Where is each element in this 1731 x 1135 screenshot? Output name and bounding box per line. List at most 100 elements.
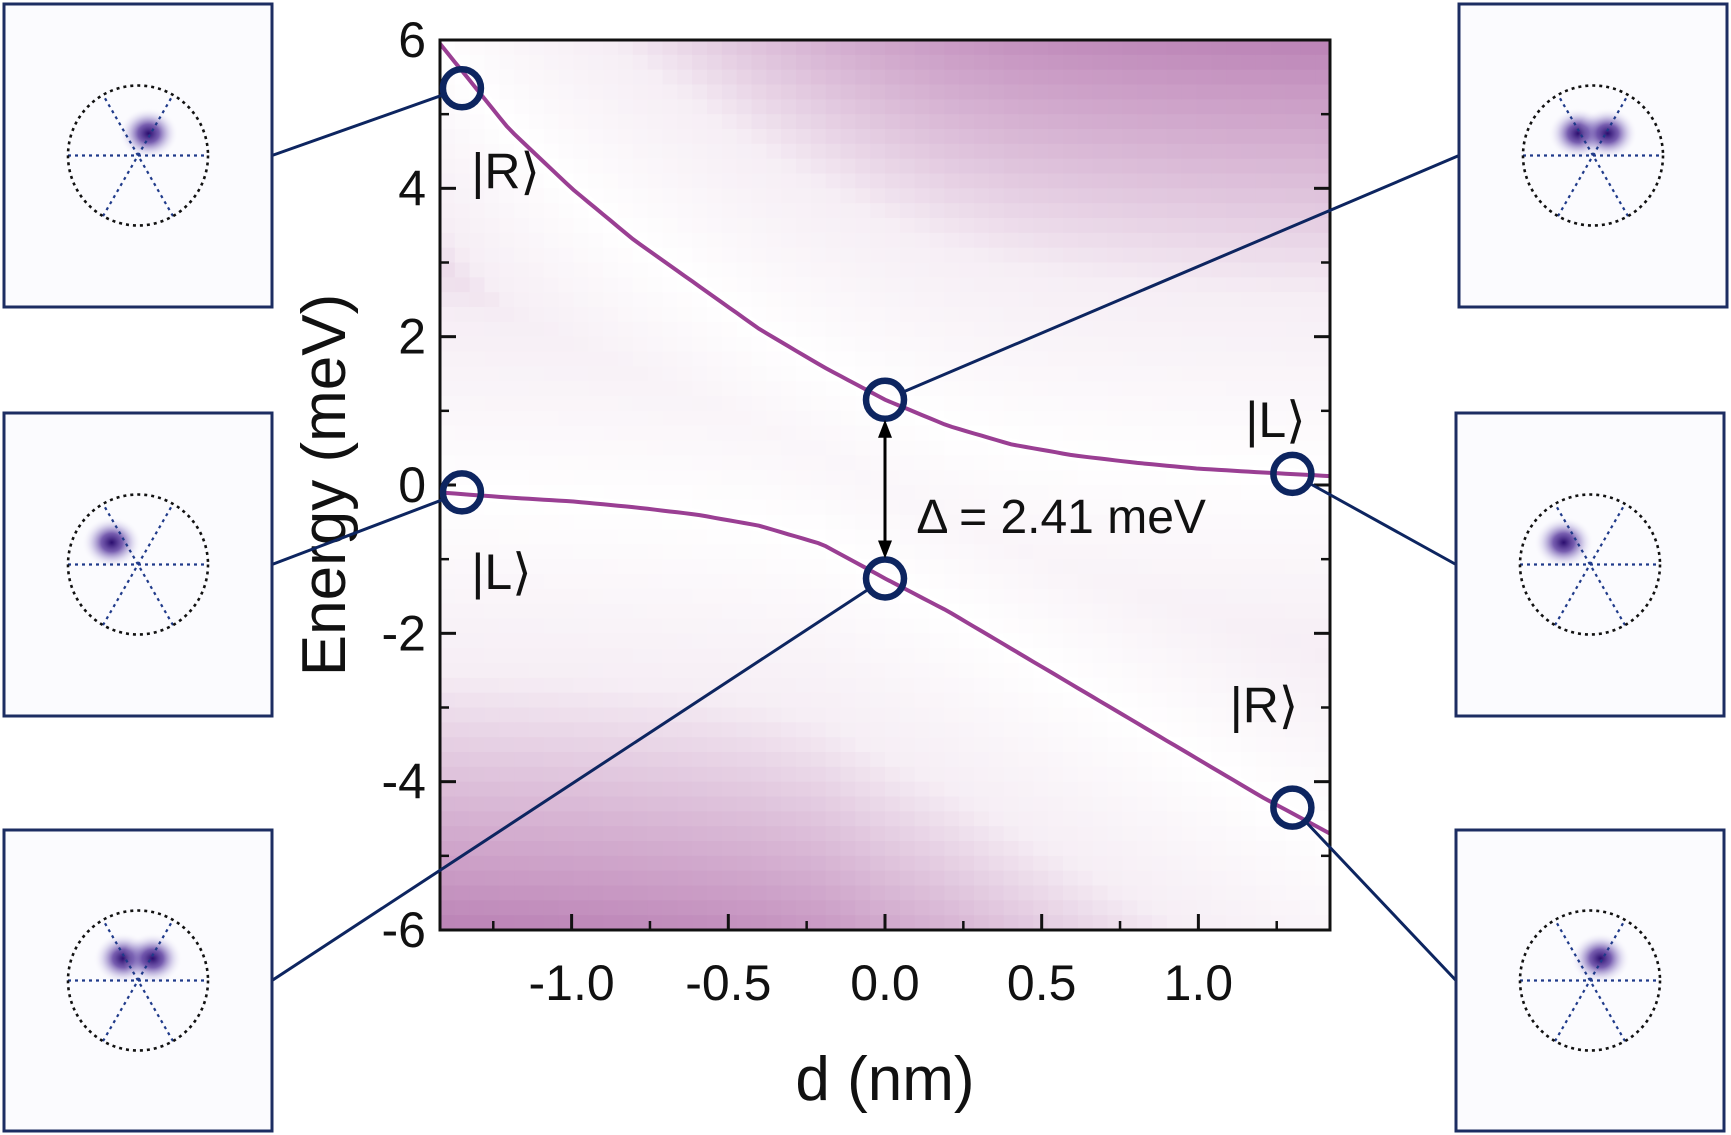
heatmap-cell [721, 158, 738, 175]
heatmap-cell [1033, 796, 1049, 812]
heatmap-cell [1255, 826, 1272, 842]
heatmap-cell [870, 677, 886, 694]
heatmap-cell [543, 84, 560, 100]
heatmap-cell [959, 677, 975, 694]
heatmap-cell [736, 603, 753, 620]
heatmap-cell [796, 307, 812, 323]
heatmap-cell [529, 915, 545, 930]
heatmap-cell [1063, 366, 1079, 382]
heatmap-cell [588, 262, 604, 278]
heatmap-cell [1033, 485, 1049, 501]
heatmap-cell [692, 232, 708, 249]
heatmap-cell [529, 811, 545, 827]
heatmap-cell [677, 855, 693, 872]
heatmap-cell [766, 796, 782, 812]
heatmap-cell [440, 826, 456, 842]
heatmap-cell [870, 766, 886, 783]
heatmap-cell [1241, 648, 1257, 664]
heatmap-cell [974, 826, 990, 842]
heatmap-cell [529, 232, 545, 249]
heatmap-cell [618, 648, 634, 664]
heatmap-cell [1241, 143, 1257, 160]
heatmap-cell [810, 232, 827, 249]
heatmap-cell [454, 381, 471, 397]
heatmap-cell [1226, 262, 1242, 278]
heatmap-cell [751, 559, 767, 575]
heatmap-cell [618, 336, 634, 353]
heatmap-cell [588, 485, 604, 501]
heatmap-cell [855, 232, 871, 249]
heatmap-cell [899, 885, 916, 901]
heatmap-cell [751, 69, 767, 86]
heatmap-cell [573, 321, 589, 338]
heatmap-cell [1107, 781, 1123, 798]
heatmap-cell [721, 781, 738, 798]
dot-boundary-circle [1518, 909, 1662, 1052]
heatmap-cell [588, 470, 604, 486]
heatmap-cell [721, 870, 738, 887]
heatmap-cell [721, 455, 738, 471]
heatmap-cell [1181, 529, 1198, 545]
heatmap-cell [632, 707, 649, 723]
heatmap-cell [647, 885, 664, 901]
heatmap-cell [707, 54, 723, 71]
heatmap-cell [677, 544, 693, 560]
heatmap-cell [707, 470, 723, 486]
heatmap-cell [766, 574, 782, 590]
heatmap-cell [1166, 247, 1183, 264]
heatmap-cell [1107, 618, 1123, 634]
heatmap-cell [1255, 841, 1272, 857]
heatmap-cell [766, 499, 782, 516]
heatmap-cell [469, 870, 486, 887]
heatmap-cell [454, 766, 471, 783]
heatmap-cell [499, 692, 515, 709]
heatmap-cell [1241, 559, 1257, 575]
heatmap-cell [1122, 663, 1138, 679]
heatmap-cell [751, 366, 767, 382]
heatmap-cell [796, 203, 812, 219]
heatmap-cell [944, 855, 960, 872]
heatmap-cell [721, 336, 738, 353]
heatmap-cell [1226, 648, 1242, 664]
heatmap-cell [662, 292, 678, 308]
heatmap-cell [810, 855, 827, 872]
heatmap-cell [721, 203, 738, 219]
heatmap-cell [677, 900, 693, 916]
heatmap-cell [929, 218, 945, 234]
heatmap-cell [1092, 752, 1109, 768]
heatmap-cell [514, 900, 530, 916]
heatmap-cell [1181, 900, 1198, 916]
heatmap-cell [1196, 677, 1212, 694]
heatmap-cell [766, 915, 782, 930]
heatmap-cell [781, 722, 797, 738]
heatmap-cell [1033, 232, 1049, 249]
heatmap-cell [1063, 218, 1079, 234]
heatmap-cell [543, 588, 560, 605]
heatmap-cell [1255, 900, 1272, 916]
heatmap-cell [469, 781, 486, 798]
heatmap-cell [1033, 677, 1049, 694]
heatmap-cell [781, 826, 797, 842]
heatmap-cell [647, 870, 664, 887]
heatmap-cell [707, 381, 723, 397]
heatmap-cell [677, 351, 693, 367]
heatmap-cell [1003, 40, 1020, 56]
heatmap-cell [1226, 588, 1242, 605]
heatmap-cell [766, 485, 782, 501]
heatmap-cell [840, 336, 856, 353]
heatmap-cell [1003, 796, 1020, 812]
heatmap-cell [1063, 766, 1079, 783]
heatmap-cell [603, 781, 619, 798]
heatmap-cell [1063, 841, 1079, 857]
heatmap-cell [1107, 633, 1123, 649]
heatmap-cell [618, 99, 634, 115]
heatmap-cell [1211, 307, 1227, 323]
heatmap-cell [603, 114, 619, 130]
heatmap-cell [454, 648, 471, 664]
heatmap-cell [1181, 440, 1198, 456]
heatmap-cell [751, 455, 767, 471]
heatmap-cell [499, 677, 515, 694]
heatmap-cell [573, 574, 589, 590]
heatmap-cell [721, 114, 738, 130]
heatmap-cell [454, 559, 471, 575]
